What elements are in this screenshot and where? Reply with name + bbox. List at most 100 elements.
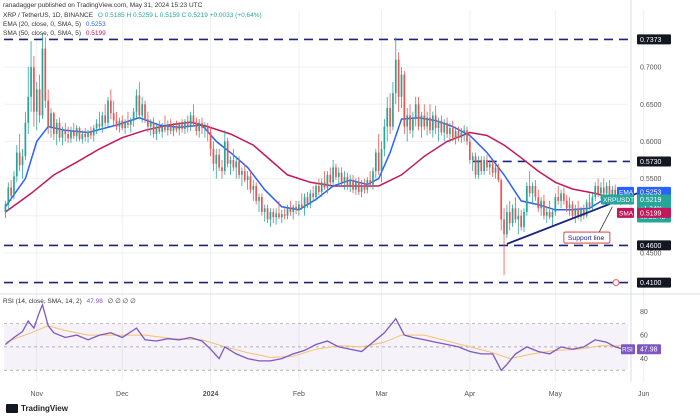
level-tag	[637, 34, 671, 45]
candle-body	[90, 131, 92, 136]
candle-body	[471, 156, 474, 160]
candle-body	[209, 132, 212, 149]
rsi-tag-box	[637, 344, 661, 355]
candle-body	[186, 121, 189, 127]
candle-body	[429, 117, 431, 131]
candle-body	[588, 202, 591, 207]
candle-body	[511, 208, 514, 224]
ohlc-values: O 0.5185 H 0.5259 L 0.5159 C 0.5219 +0.0…	[97, 12, 262, 19]
candle-body	[315, 186, 317, 198]
candle-body	[531, 186, 534, 194]
candle-body	[440, 120, 443, 133]
candle-body	[155, 126, 158, 134]
candle-body	[127, 122, 129, 126]
candle-body	[243, 171, 246, 181]
candle-body	[232, 160, 235, 168]
ohlc-line: XRP / TetherUS, 1D, BINANCE O 0.5185 H 0…	[3, 11, 262, 20]
candle-body	[323, 182, 326, 188]
candle-body	[124, 122, 126, 129]
candle-body	[594, 186, 597, 198]
candle-body	[246, 176, 249, 181]
candle-body	[608, 186, 611, 195]
candle-body	[306, 197, 309, 205]
tradingview-logo[interactable]: TradingView	[6, 404, 68, 413]
candle-body	[18, 152, 21, 166]
candle-body	[397, 59, 400, 97]
candle-body	[486, 160, 488, 168]
candle-body	[292, 206, 295, 212]
candle-body	[406, 115, 409, 127]
candle-body	[269, 212, 272, 220]
candle-body	[289, 208, 292, 212]
time-tick-label: Dec	[116, 391, 129, 398]
candle-body	[320, 182, 323, 192]
candle-body	[582, 209, 585, 216]
candle-body	[221, 167, 223, 172]
candle-body	[178, 124, 181, 130]
candle-body	[47, 100, 50, 127]
candle-body	[192, 115, 195, 123]
candle-body	[132, 111, 135, 121]
candle-body	[514, 208, 517, 220]
candle-body	[357, 182, 360, 192]
candle-body	[326, 174, 329, 188]
price-tag-name-box	[601, 194, 634, 205]
candle-body	[497, 167, 500, 181]
candle-body	[409, 115, 411, 131]
candle-body	[104, 115, 107, 123]
rsi-line	[4, 302, 624, 372]
candle-body	[469, 141, 471, 160]
candle-body	[560, 193, 562, 201]
time-axis[interactable]: Nov Dec 2024 Feb Mar Apr May Jun	[31, 391, 650, 398]
tradingview-brand: TradingView	[21, 404, 68, 413]
candle-body	[144, 104, 146, 120]
price-tag-value: 0.5219	[640, 197, 662, 204]
candle-body	[423, 115, 426, 127]
ema-legend-value: 0.5253	[85, 21, 106, 28]
rsi-tick-label: 80	[640, 309, 648, 316]
price-axis[interactable]: 0.70000.65000.60000.55000.50000.4500EMA0…	[601, 65, 671, 258]
candle-body	[201, 122, 203, 129]
rsi-legend-value: 47.98	[86, 298, 103, 305]
candle-body	[33, 67, 35, 112]
candle-body	[503, 219, 505, 235]
sma-legend[interactable]: SMA (50, close, 0, SMA, 5) 0.5199	[3, 29, 106, 38]
publisher-text: ranadagger published on TradingView.com,…	[3, 2, 203, 9]
candle-body	[141, 104, 144, 116]
ema-legend[interactable]: EMA (20, close, 0, SMA, 5) 0.5253	[3, 20, 106, 29]
rsi-extra: ∅ ∅ ∅ ∅	[107, 298, 136, 305]
candle-body	[508, 212, 511, 224]
candle-body	[35, 89, 38, 112]
candle-body	[41, 48, 44, 116]
candle-body	[369, 180, 371, 185]
candle-body	[517, 215, 520, 220]
candle-body	[184, 121, 186, 129]
candle-body	[223, 141, 226, 172]
symbol-text[interactable]: XRP / TetherUS, 1D, BINANCE	[3, 12, 94, 19]
candle-body	[494, 167, 497, 173]
candle-body	[92, 128, 95, 136]
candle-body	[87, 131, 89, 137]
candle-body	[7, 187, 10, 205]
candle-body	[446, 122, 448, 134]
candle-body	[10, 187, 12, 196]
candle-body	[591, 197, 594, 207]
candle-body	[488, 163, 491, 168]
candle-body	[72, 130, 75, 137]
candle-body	[366, 180, 369, 190]
time-tick-label: Nov	[31, 391, 44, 398]
candle-body	[360, 186, 363, 192]
time-tick-label: 2024	[203, 391, 219, 398]
candle-body	[218, 154, 220, 168]
price-tag-name: XRPUSDT	[603, 197, 634, 204]
rsi-tick-label: 40	[640, 356, 648, 363]
candle-body	[15, 152, 18, 177]
candle-body	[463, 130, 466, 133]
time-tick-label: May	[549, 391, 563, 398]
price-tick-label: 0.6000	[640, 139, 662, 146]
candle-body	[283, 214, 286, 216]
candle-body	[226, 141, 229, 164]
candle-body	[175, 126, 178, 130]
rsi-legend[interactable]: RSI (14, close, SMA, 14, 2) 47.98 ∅ ∅ ∅ …	[3, 297, 136, 306]
